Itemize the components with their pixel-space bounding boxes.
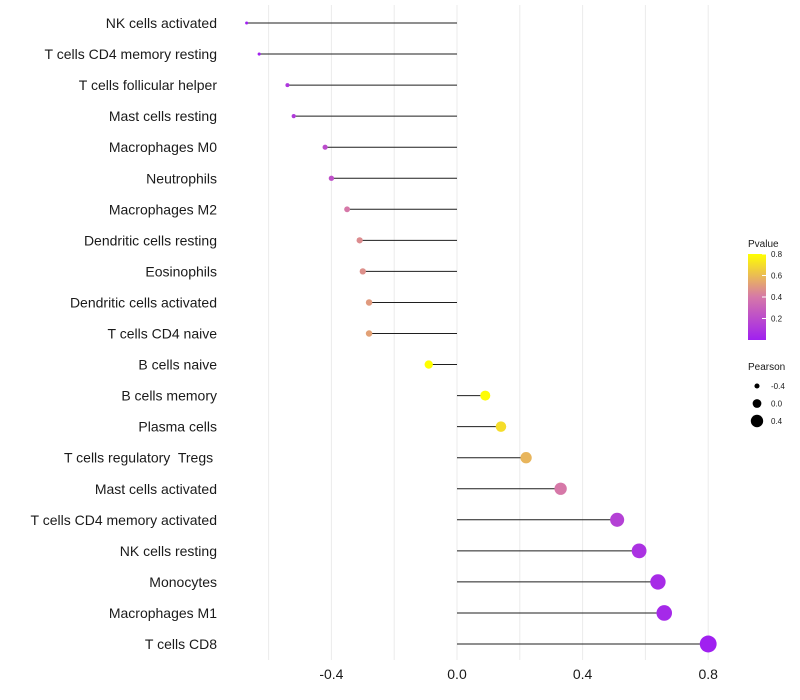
lollipop-point bbox=[291, 114, 296, 119]
category-label: Neutrophils bbox=[146, 170, 217, 186]
pearson-legend-title: Pearson bbox=[748, 362, 785, 373]
lollipop-point bbox=[285, 83, 290, 88]
pearson-legend: Pearson -0.4 0.0 0.4 bbox=[748, 362, 785, 428]
category-label: B cells memory bbox=[121, 388, 217, 404]
x-tick-label: 0.8 bbox=[698, 666, 718, 682]
lollipop-point bbox=[650, 574, 666, 590]
lollipop-point bbox=[699, 635, 717, 653]
category-label: Macrophages M0 bbox=[109, 139, 217, 155]
lollipop-point bbox=[554, 482, 567, 495]
lollipop-point bbox=[365, 299, 373, 306]
category-label: T cells regulatory Tregs bbox=[64, 450, 217, 466]
category-label: Macrophages M1 bbox=[109, 605, 217, 621]
category-label: T cells CD4 memory resting bbox=[45, 46, 217, 62]
pearson-legend-swatch bbox=[752, 399, 762, 408]
lollipop-point bbox=[328, 175, 335, 181]
lollipop-point bbox=[356, 237, 363, 244]
category-label: NK cells activated bbox=[106, 15, 217, 31]
lollipop-point bbox=[656, 605, 673, 621]
lollipop-point bbox=[344, 206, 351, 213]
category-label: T cells CD4 memory activated bbox=[31, 512, 217, 528]
lollipop-point bbox=[495, 421, 507, 432]
pearson-legend-swatch bbox=[754, 383, 760, 389]
stem-layer bbox=[246, 22, 709, 645]
category-label: B cells naive bbox=[138, 357, 217, 373]
category-label: Eosinophils bbox=[145, 263, 217, 279]
pvalue-legend-tick-label: 0.6 bbox=[771, 272, 783, 281]
pvalue-colorbar bbox=[748, 254, 766, 340]
lollipop-point bbox=[631, 543, 647, 559]
pearson-legend-label: -0.4 bbox=[771, 382, 785, 391]
lollipop-point bbox=[359, 268, 366, 275]
category-label-layer: NK cells activated T cells CD4 memory res… bbox=[31, 15, 218, 652]
pvalue-legend-tick-label: 0.4 bbox=[771, 293, 783, 302]
pearson-legend-label: 0.4 bbox=[771, 417, 783, 426]
grid-layer bbox=[268, 5, 709, 660]
lollipop-point bbox=[322, 144, 328, 150]
lollipop-point bbox=[520, 452, 532, 464]
lollipop-point bbox=[424, 360, 433, 369]
category-label: Monocytes bbox=[149, 574, 217, 590]
pearson-legend-items: -0.4 0.0 0.4 bbox=[750, 382, 785, 428]
lollipop-point bbox=[365, 330, 373, 337]
lollipop-point bbox=[610, 512, 625, 527]
lollipop-point bbox=[245, 21, 249, 25]
category-label: T cells CD4 naive bbox=[108, 326, 218, 342]
pearson-legend-label: 0.0 bbox=[771, 400, 783, 409]
category-label: Mast cells activated bbox=[95, 481, 217, 497]
x-tick-label: 0.4 bbox=[573, 666, 593, 682]
lollipop-point bbox=[257, 52, 261, 56]
x-tick-label: 0.0 bbox=[447, 666, 467, 682]
category-label: NK cells resting bbox=[120, 543, 217, 559]
category-label: Macrophages M2 bbox=[109, 201, 217, 217]
pvalue-legend: Pvalue 0.8 0.6 0.4 0.2 bbox=[748, 239, 783, 340]
pvalue-legend-tick-label: 0.8 bbox=[771, 250, 783, 259]
x-tick-label: -0.4 bbox=[319, 666, 343, 682]
category-label: T cells follicular helper bbox=[79, 77, 218, 93]
category-label: T cells CD8 bbox=[145, 636, 217, 652]
pvalue-legend-ticks: 0.8 0.6 0.4 0.2 bbox=[762, 250, 783, 324]
category-label: Dendritic cells resting bbox=[84, 232, 217, 248]
category-label: Plasma cells bbox=[138, 419, 217, 435]
x-tick-layer: -0.4 0.0 0.4 0.8 bbox=[319, 666, 718, 682]
pvalue-legend-title: Pvalue bbox=[748, 239, 779, 250]
pearson-legend-swatch bbox=[750, 414, 764, 428]
category-label: Mast cells resting bbox=[109, 108, 217, 124]
category-label: Dendritic cells activated bbox=[70, 294, 217, 310]
pvalue-legend-tick-label: 0.2 bbox=[771, 315, 783, 324]
lollipop-point bbox=[480, 390, 491, 401]
point-layer bbox=[245, 21, 717, 653]
